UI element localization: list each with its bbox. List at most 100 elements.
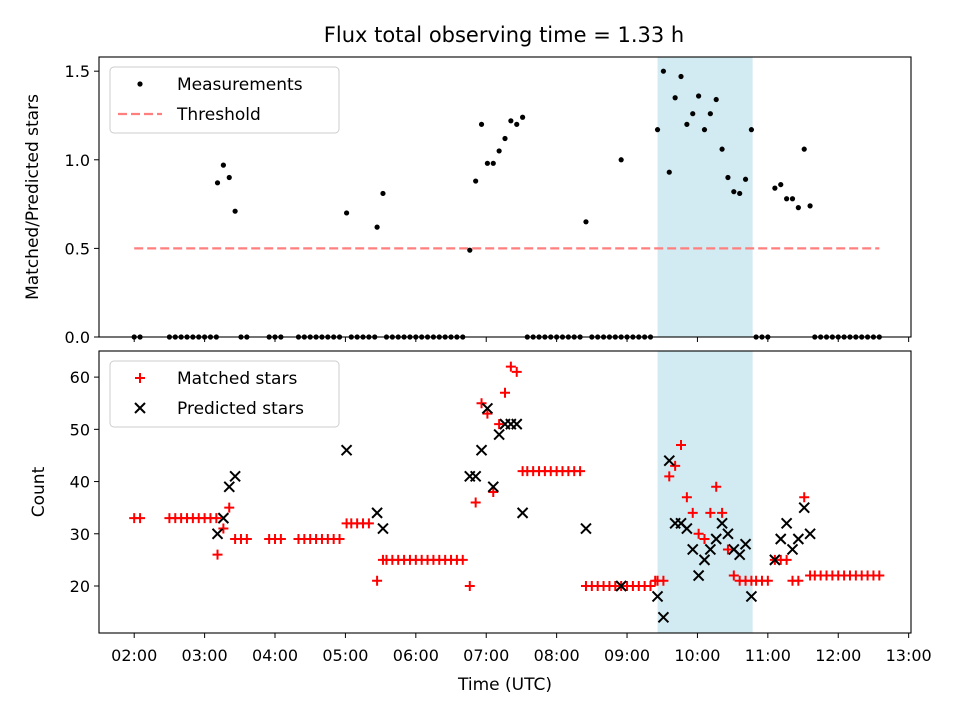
data-point — [615, 580, 627, 592]
x-tick-label: 11:00 — [745, 646, 791, 665]
data-point — [580, 522, 592, 535]
y-tick-label: 0.0 — [65, 328, 90, 347]
data-point — [372, 575, 383, 586]
y-tick-label: 60 — [70, 368, 90, 387]
data-point — [217, 512, 230, 524]
data-point — [374, 224, 380, 230]
highlight-band — [657, 57, 753, 337]
data-point — [502, 135, 508, 142]
data-point — [482, 408, 493, 419]
data-point — [583, 219, 589, 225]
x-tick-label: 08:00 — [534, 646, 580, 665]
data-point — [220, 162, 226, 168]
data-point — [795, 205, 801, 211]
data-point — [725, 174, 731, 181]
legend-marker — [134, 402, 146, 414]
data-point — [690, 111, 696, 117]
data-point — [496, 148, 502, 154]
data-point — [681, 492, 692, 503]
y-tick-label: 1.5 — [65, 62, 90, 81]
count-panel: 20 30 40 50 60 02:00 03:00 04:00 05:00 06:00 07:00… — [29, 350, 932, 695]
data-point — [781, 554, 792, 565]
data-point — [666, 169, 672, 175]
data-point — [699, 534, 710, 544]
data-point — [657, 611, 670, 624]
data-point — [692, 569, 705, 582]
data-point — [784, 196, 790, 202]
data-point — [711, 481, 722, 492]
data-point — [516, 507, 529, 519]
data-point — [742, 176, 749, 182]
x-tick-label: 03:00 — [182, 646, 228, 665]
legend-box — [109, 360, 340, 428]
data-point — [693, 528, 704, 539]
legend-box — [109, 66, 340, 134]
data-point — [651, 590, 664, 603]
legend-label: Matched stars — [177, 369, 297, 389]
data-point — [232, 208, 238, 214]
data-point — [789, 196, 796, 202]
data-point — [377, 522, 389, 535]
data-point — [340, 444, 353, 456]
y-tick-label: 40 — [70, 473, 90, 492]
x-tick-label: 13:00 — [886, 646, 932, 665]
data-point — [786, 543, 799, 556]
data-point — [687, 543, 699, 556]
data-point — [799, 492, 810, 503]
data-point — [575, 466, 586, 477]
data-point — [719, 146, 725, 152]
series-predicted-stars — [211, 402, 816, 624]
data-point — [731, 189, 737, 195]
data-point — [716, 517, 728, 530]
data-point — [676, 440, 687, 450]
data-point — [654, 127, 661, 133]
axes-frame — [98, 56, 912, 338]
data-point — [710, 533, 722, 545]
data-point — [211, 513, 222, 524]
data-point — [218, 523, 229, 534]
legend-marker — [137, 81, 143, 87]
data-point — [241, 534, 252, 544]
data-point — [748, 127, 755, 133]
data-point — [664, 471, 675, 482]
data-point — [135, 513, 146, 524]
data-point — [762, 575, 773, 586]
data-point — [211, 528, 224, 540]
data-point — [704, 543, 717, 556]
x-tick-label: 02:00 — [111, 646, 157, 665]
data-point — [229, 470, 241, 483]
legend-marker — [135, 373, 145, 383]
data-point — [798, 501, 810, 514]
data-point — [380, 190, 386, 197]
data-point — [514, 121, 520, 127]
data-point — [807, 203, 813, 209]
y-tick-label: 50 — [70, 420, 90, 439]
data-point — [792, 533, 805, 545]
data-point — [467, 247, 473, 253]
data-point — [670, 460, 681, 471]
legend: Matched stars Predicted stars — [109, 360, 340, 428]
data-point — [733, 548, 746, 561]
data-point — [223, 481, 235, 493]
data-point — [484, 160, 490, 166]
data-point — [490, 160, 496, 166]
series-matched-stars — [129, 361, 885, 591]
data-point — [457, 554, 468, 565]
data-point — [488, 487, 499, 497]
x-axis-label: Time (UTC) — [457, 675, 552, 695]
data-point — [618, 157, 624, 163]
data-point — [478, 121, 485, 127]
data-point — [728, 570, 739, 581]
data-point — [874, 570, 885, 581]
data-point — [722, 528, 734, 540]
data-point — [737, 190, 743, 197]
data-point — [687, 507, 698, 518]
data-point — [696, 93, 702, 99]
x-tick-label: 12:00 — [815, 646, 861, 665]
data-point — [511, 366, 522, 377]
y-tick-label: 0.5 — [65, 239, 90, 258]
y-tick-label: 20 — [70, 577, 90, 596]
data-point — [780, 517, 793, 530]
data-point — [745, 590, 758, 603]
data-point — [464, 581, 475, 591]
